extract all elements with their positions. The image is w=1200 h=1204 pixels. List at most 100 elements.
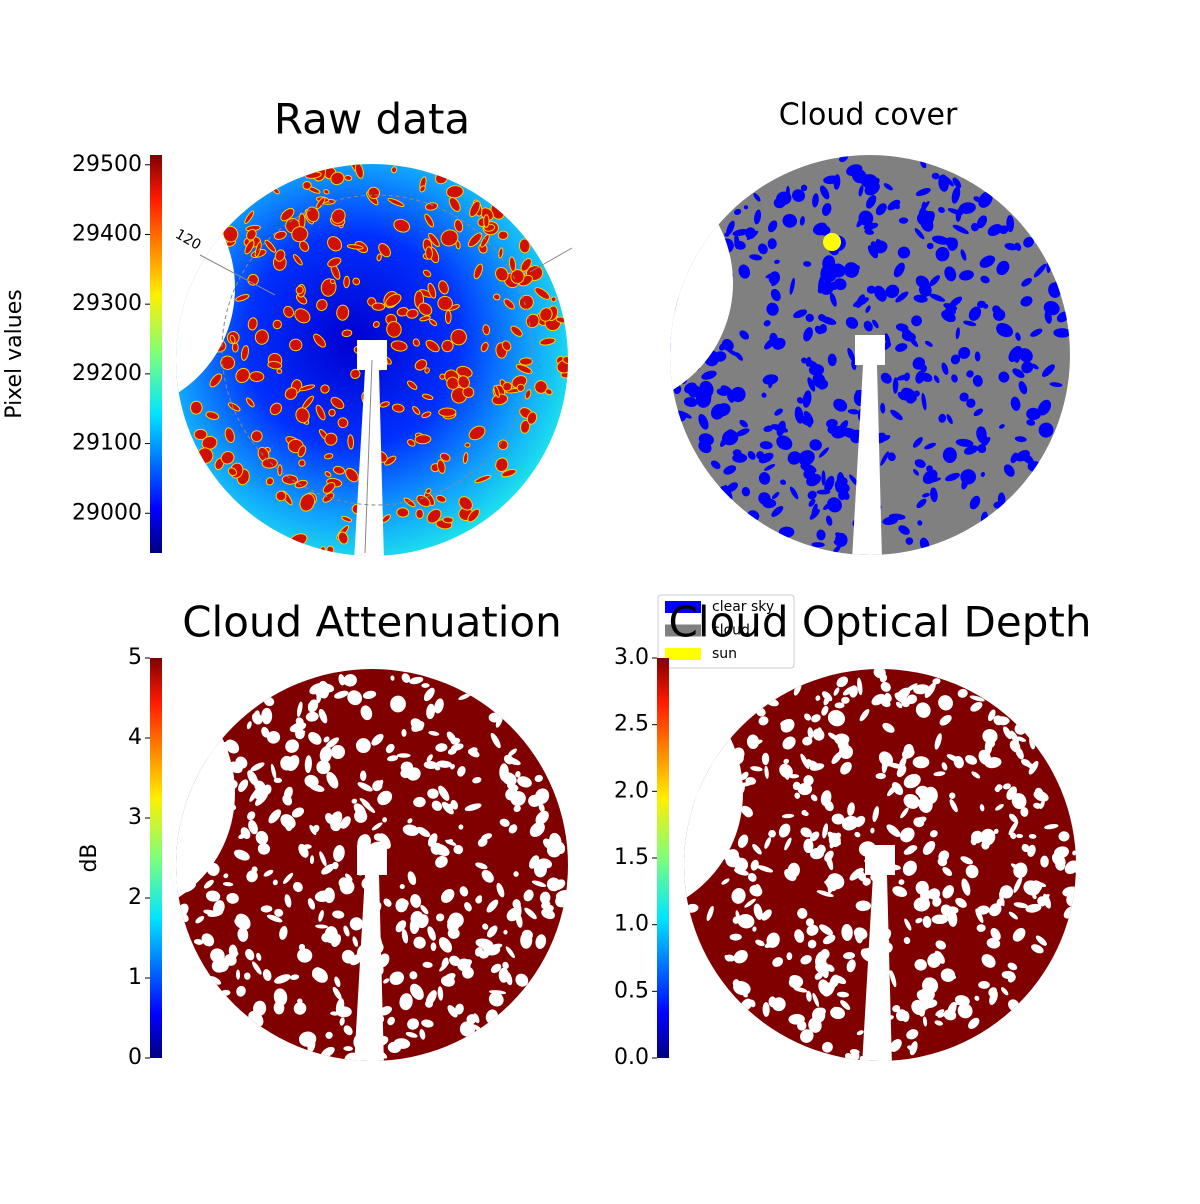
blob: [1053, 328, 1070, 338]
blob: [768, 996, 777, 1008]
blob: [409, 676, 424, 685]
blob: [811, 542, 825, 548]
blob: [915, 917, 923, 924]
blob: [379, 401, 390, 408]
blob: [981, 954, 996, 968]
blob: [904, 918, 912, 931]
blob: [439, 961, 449, 972]
blob: [751, 739, 763, 746]
blob: [409, 917, 420, 935]
blob: [251, 961, 262, 975]
blob: [266, 914, 283, 923]
blob: [841, 427, 859, 439]
blob: [771, 506, 784, 517]
blob: [996, 784, 1003, 791]
blob: [332, 986, 342, 1000]
blob: [488, 712, 501, 723]
blob: [914, 228, 925, 240]
blob: [1025, 903, 1042, 913]
blob: [824, 475, 835, 492]
blob: [427, 788, 439, 799]
blob: [897, 391, 908, 401]
blob: [969, 695, 985, 702]
blob: [933, 771, 946, 777]
blob: [425, 339, 440, 353]
blob: [834, 702, 845, 709]
blob: [906, 1029, 919, 1040]
blob: [340, 816, 351, 829]
blob: [944, 307, 956, 316]
blob: [768, 376, 774, 389]
blob: [758, 243, 768, 255]
blob: [852, 297, 869, 308]
blob: [915, 370, 925, 384]
blob: [909, 1041, 918, 1056]
blob: [865, 305, 871, 313]
colorbar-tick-label: 5: [128, 645, 142, 670]
blob: [281, 474, 299, 485]
blob: [324, 432, 338, 446]
blob: [944, 237, 957, 247]
blob: [975, 908, 984, 924]
blob: [955, 438, 974, 447]
blob: [294, 479, 308, 489]
blob: [803, 410, 814, 425]
blob: [462, 452, 469, 465]
blob: [833, 398, 848, 412]
blob: [343, 275, 350, 289]
blob: [999, 424, 1005, 429]
blob: [502, 381, 513, 392]
blob: [758, 452, 774, 464]
blob: [776, 435, 793, 451]
blob: [421, 1019, 434, 1028]
blob: [447, 1005, 458, 1018]
blob: [999, 225, 1009, 235]
blob: [316, 298, 328, 311]
blob: [820, 316, 837, 325]
blob: [480, 234, 490, 248]
blob: [761, 909, 772, 921]
blob: [341, 949, 355, 964]
legend-swatch: [665, 624, 701, 637]
blob: [730, 386, 746, 403]
blob: [426, 703, 436, 720]
blob: [866, 285, 876, 294]
blob: [744, 898, 756, 908]
blob: [830, 1006, 845, 1020]
blob: [1015, 746, 1024, 760]
blob: [974, 351, 981, 362]
blob: [1020, 807, 1029, 817]
blob: [282, 794, 293, 806]
blob: [1039, 800, 1045, 810]
blob: [952, 177, 962, 189]
blob: [1009, 730, 1019, 744]
blob: [291, 807, 305, 818]
blob: [275, 490, 287, 502]
colorbar-tick-label: 1.0: [614, 912, 649, 937]
blob: [1016, 736, 1027, 742]
blob: [819, 324, 827, 334]
blob: [515, 771, 521, 778]
blob: [769, 332, 779, 345]
colorbar-tick-label: 3: [128, 805, 142, 830]
blob: [268, 809, 282, 824]
blob: [971, 830, 984, 844]
blob: [322, 492, 335, 503]
blob: [508, 824, 518, 834]
blob: [269, 402, 283, 416]
blob: [387, 755, 399, 762]
blob: [979, 804, 985, 812]
blob: [299, 493, 316, 512]
blob: [778, 823, 791, 838]
blob: [515, 364, 533, 375]
blob: [949, 792, 956, 799]
blob: [237, 927, 249, 942]
blob: [284, 387, 298, 400]
blob: [995, 804, 1004, 811]
blob: [822, 1041, 833, 1053]
blob: [734, 240, 746, 250]
blob: [805, 356, 812, 367]
blob: [1033, 802, 1042, 809]
blob: [360, 770, 367, 782]
blob: [372, 780, 383, 792]
